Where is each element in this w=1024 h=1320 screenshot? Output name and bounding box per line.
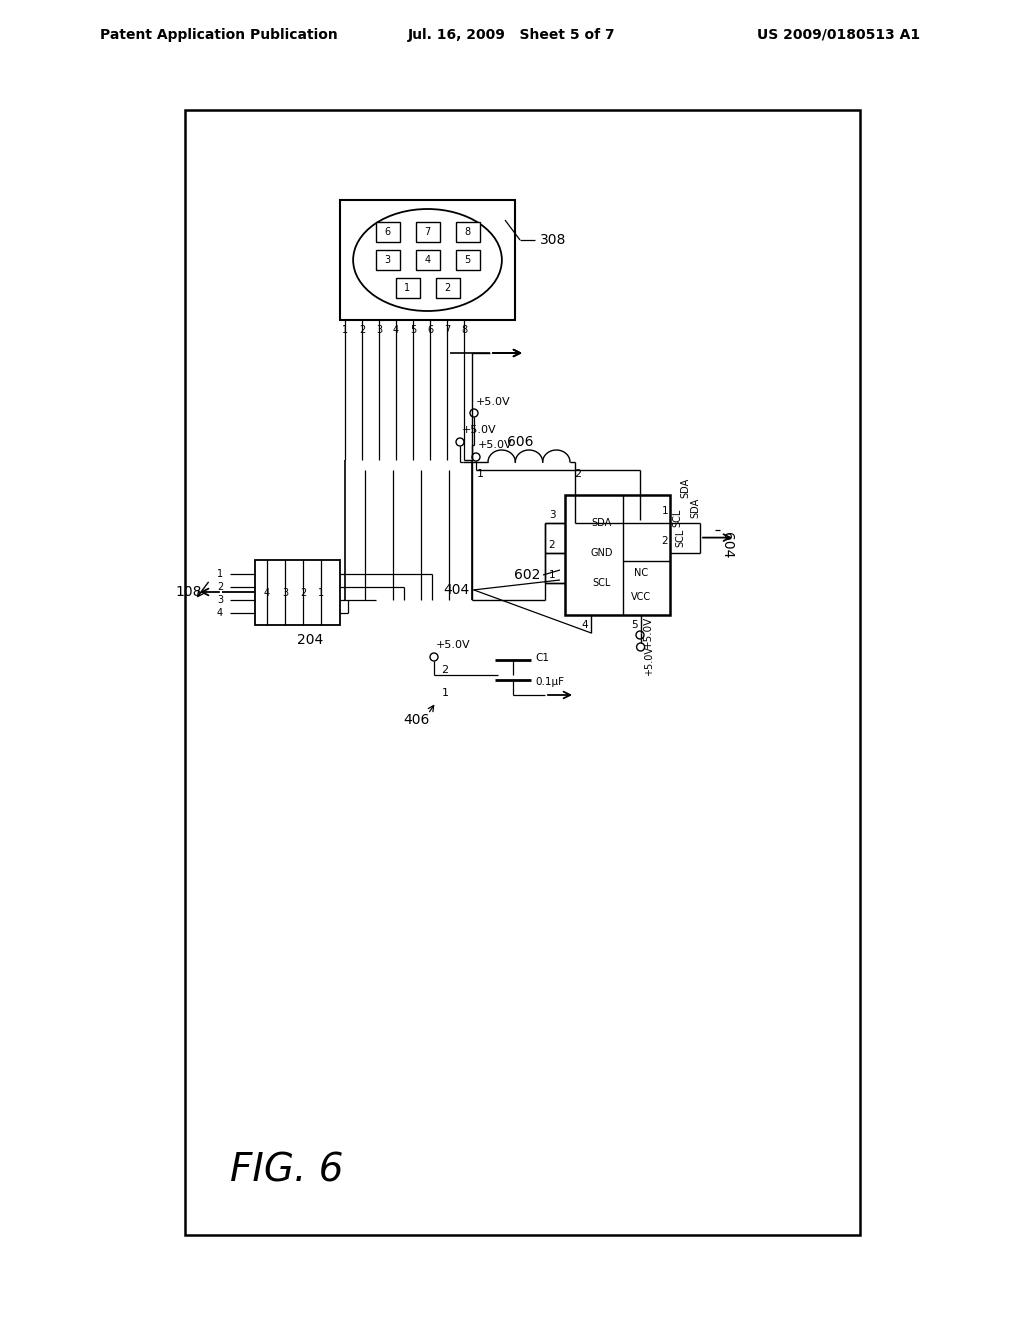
- Text: 8: 8: [465, 227, 471, 238]
- Text: Jul. 16, 2009   Sheet 5 of 7: Jul. 16, 2009 Sheet 5 of 7: [409, 28, 615, 42]
- Text: 1: 1: [342, 325, 348, 335]
- Text: 8: 8: [461, 325, 467, 335]
- Circle shape: [456, 438, 464, 446]
- Text: 3: 3: [384, 255, 390, 265]
- Text: 406: 406: [403, 713, 430, 727]
- Text: 3: 3: [282, 587, 288, 598]
- Text: 2: 2: [441, 665, 449, 675]
- Bar: [395, 279, 420, 298]
- Text: SCL: SCL: [593, 578, 611, 587]
- Text: US 2009/0180513 A1: US 2009/0180513 A1: [757, 28, 920, 42]
- Bar: [565, 495, 670, 615]
- Circle shape: [470, 409, 478, 417]
- Text: 4: 4: [217, 609, 223, 618]
- Text: 204: 204: [297, 634, 324, 647]
- Text: 3: 3: [217, 595, 223, 605]
- Text: SCL: SCL: [672, 508, 682, 527]
- Text: 1: 1: [317, 587, 324, 598]
- Bar: [456, 249, 479, 271]
- Text: +5.0V: +5.0V: [462, 425, 497, 436]
- Bar: [416, 249, 439, 271]
- Text: 2: 2: [662, 536, 669, 545]
- Text: 7: 7: [443, 325, 451, 335]
- Text: 4: 4: [393, 325, 399, 335]
- Text: C1: C1: [535, 653, 549, 663]
- Bar: [416, 222, 439, 242]
- Text: +5.0V: +5.0V: [478, 440, 513, 450]
- Circle shape: [636, 631, 644, 639]
- Text: SDA: SDA: [690, 498, 700, 517]
- Text: 5: 5: [410, 325, 416, 335]
- Circle shape: [430, 653, 438, 661]
- Text: 6: 6: [384, 227, 390, 238]
- Text: 2: 2: [444, 282, 451, 293]
- Bar: [185, 110, 860, 1236]
- Text: +5.0V: +5.0V: [476, 397, 511, 407]
- Bar: [255, 560, 340, 624]
- Text: 604: 604: [720, 532, 734, 558]
- Text: 1: 1: [662, 506, 669, 516]
- Bar: [376, 249, 399, 271]
- Text: 606: 606: [507, 436, 534, 449]
- Text: 2: 2: [300, 587, 306, 598]
- Text: 6: 6: [427, 325, 433, 335]
- Circle shape: [472, 453, 480, 461]
- Bar: [376, 222, 399, 242]
- Text: 404: 404: [443, 583, 470, 597]
- Ellipse shape: [353, 209, 502, 312]
- Text: +5.0V: +5.0V: [644, 645, 653, 676]
- Text: FIG. 6: FIG. 6: [230, 1151, 343, 1189]
- Text: 0.1μF: 0.1μF: [535, 677, 564, 686]
- Text: 602: 602: [514, 568, 540, 582]
- Text: 4: 4: [264, 587, 270, 598]
- Text: 2: 2: [549, 540, 555, 549]
- Text: 308: 308: [540, 234, 566, 247]
- Text: +5.0V: +5.0V: [436, 640, 471, 649]
- Text: 3: 3: [549, 510, 555, 520]
- Text: SDA: SDA: [680, 478, 690, 498]
- Circle shape: [637, 643, 644, 651]
- Text: 2: 2: [217, 582, 223, 591]
- Text: 1: 1: [441, 688, 449, 698]
- Text: 2: 2: [574, 469, 582, 479]
- Text: 1: 1: [404, 282, 411, 293]
- Bar: [456, 222, 479, 242]
- Text: +5.0V: +5.0V: [643, 616, 653, 648]
- Text: SDA: SDA: [592, 517, 612, 528]
- Text: 108: 108: [175, 585, 202, 599]
- Text: 5: 5: [464, 255, 471, 265]
- Bar: [340, 201, 515, 319]
- Text: 1: 1: [476, 469, 483, 479]
- Text: 3: 3: [376, 325, 382, 335]
- Text: 5: 5: [631, 620, 638, 630]
- Text: 1: 1: [549, 570, 555, 579]
- Text: GND: GND: [591, 548, 613, 557]
- Text: 4: 4: [424, 255, 430, 265]
- Text: Patent Application Publication: Patent Application Publication: [100, 28, 338, 42]
- Text: NC: NC: [634, 568, 647, 578]
- Text: 4: 4: [582, 620, 588, 630]
- Text: VCC: VCC: [631, 591, 650, 602]
- Text: SCL: SCL: [675, 528, 685, 546]
- Text: 1: 1: [217, 569, 223, 579]
- Text: 2: 2: [358, 325, 366, 335]
- Text: 7: 7: [424, 227, 431, 238]
- Bar: [435, 279, 460, 298]
